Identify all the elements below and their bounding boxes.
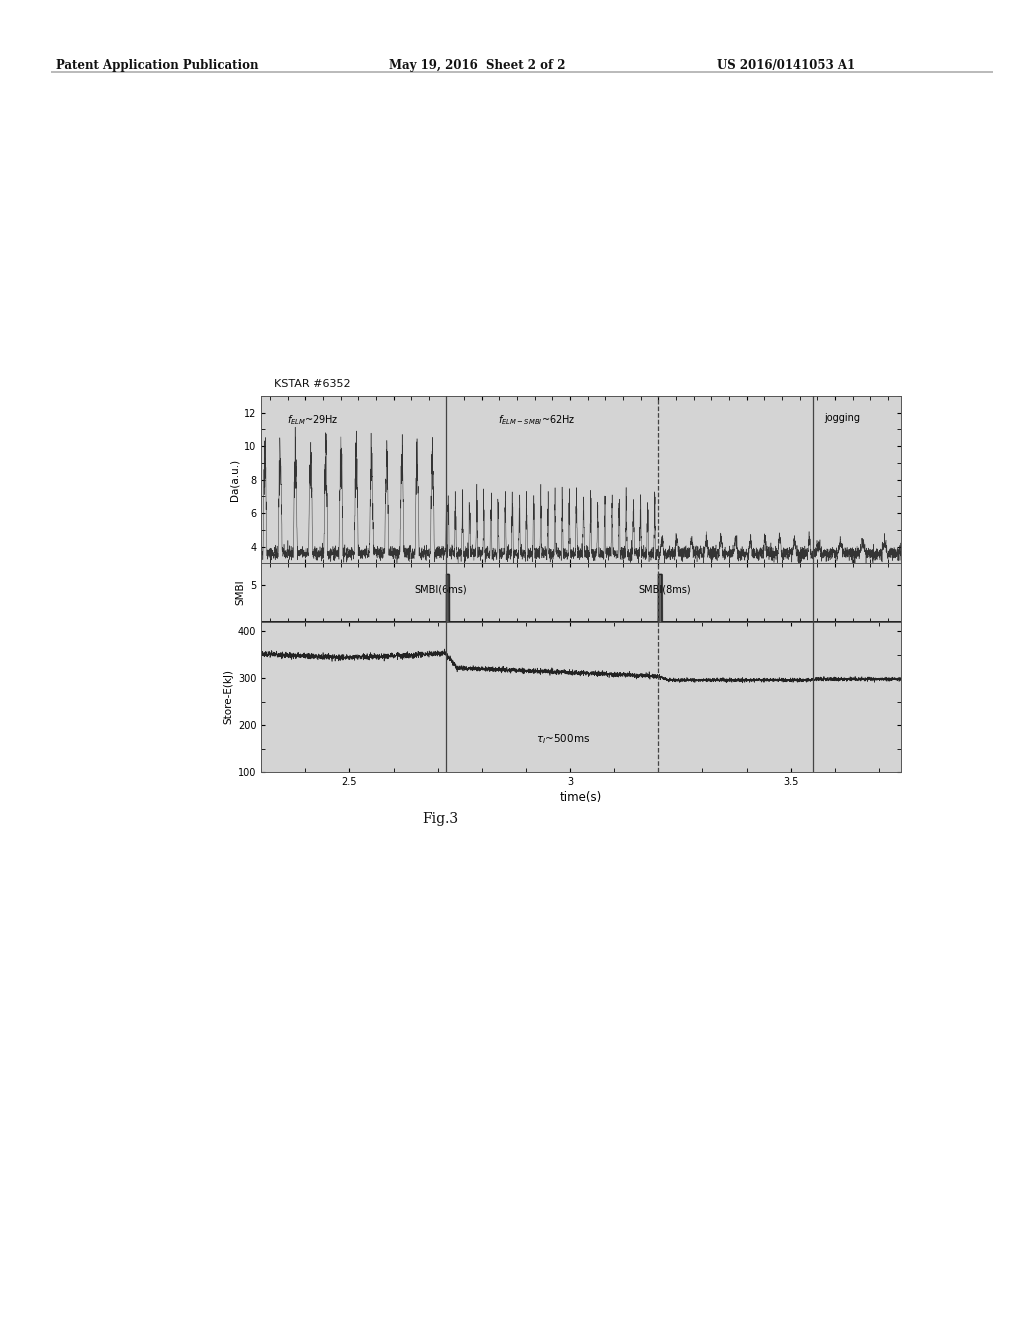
X-axis label: time(s): time(s)	[560, 791, 602, 804]
Text: SMBI(6ms): SMBI(6ms)	[414, 585, 467, 594]
Text: $f_{ELM-SMBI}$~62Hz: $f_{ELM-SMBI}$~62Hz	[498, 413, 575, 426]
Y-axis label: Store-E(kJ): Store-E(kJ)	[223, 669, 233, 725]
Text: May 19, 2016  Sheet 2 of 2: May 19, 2016 Sheet 2 of 2	[389, 59, 565, 73]
Text: SMBI(8ms): SMBI(8ms)	[638, 585, 690, 594]
Text: jogging: jogging	[824, 413, 860, 422]
Y-axis label: Da(a.u.): Da(a.u.)	[229, 458, 240, 500]
Text: Fig.3: Fig.3	[422, 812, 459, 826]
Text: Patent Application Publication: Patent Application Publication	[56, 59, 259, 73]
Text: $f_{ELM}$~29Hz: $f_{ELM}$~29Hz	[287, 413, 338, 426]
Y-axis label: SMBI: SMBI	[236, 579, 246, 606]
Text: KSTAR #6352: KSTAR #6352	[274, 379, 350, 389]
Text: US 2016/0141053 A1: US 2016/0141053 A1	[717, 59, 855, 73]
Text: $\tau_I$~500ms: $\tau_I$~500ms	[537, 733, 591, 746]
